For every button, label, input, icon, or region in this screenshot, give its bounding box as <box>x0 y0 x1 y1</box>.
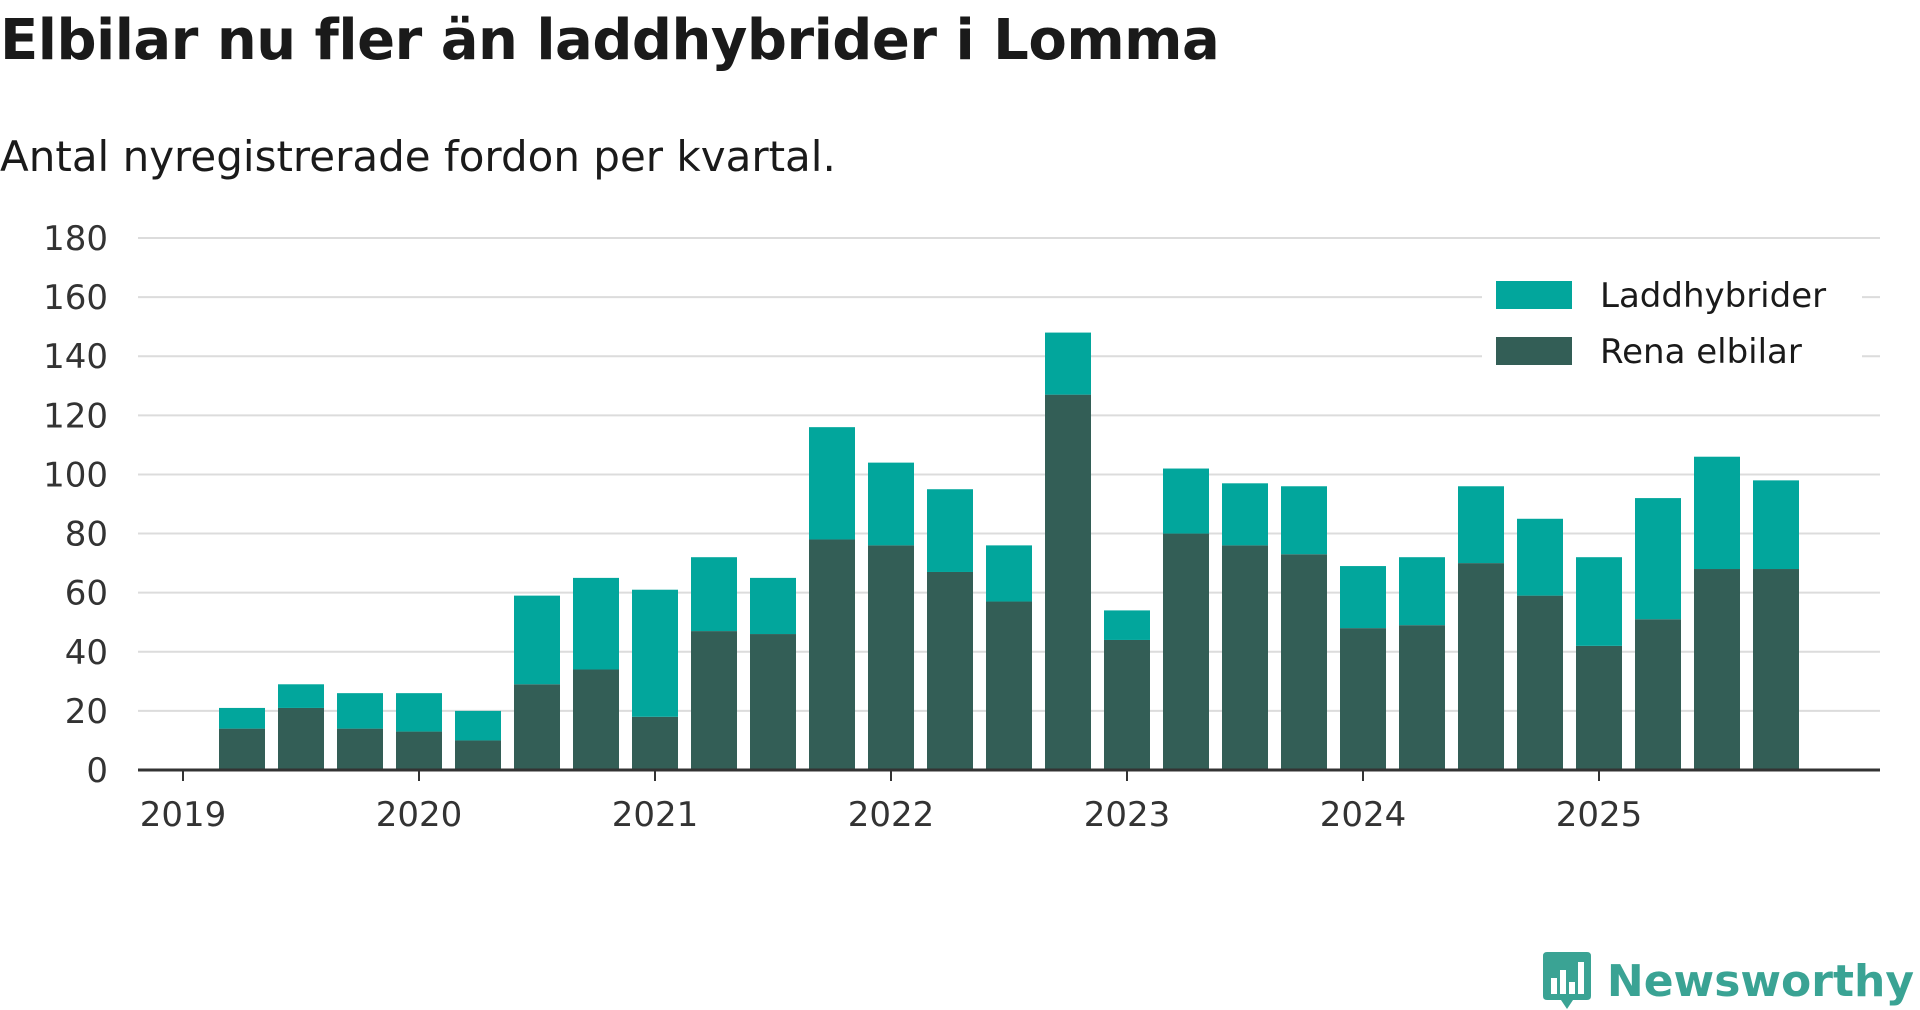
bar-rena-elbilar <box>573 669 619 770</box>
bar-laddhybrider <box>337 693 383 729</box>
y-tick-label: 60 <box>65 574 108 614</box>
x-tick-label: 2023 <box>1084 795 1171 835</box>
bar-rena-elbilar <box>514 684 560 770</box>
bar-rena-elbilar <box>278 707 324 770</box>
x-tick-label: 2024 <box>1320 795 1407 835</box>
bar-laddhybrider <box>927 489 973 572</box>
bar-rena-elbilar <box>1163 533 1209 770</box>
bar-laddhybrider <box>1281 486 1327 555</box>
bar-laddhybrider <box>1753 480 1799 570</box>
x-tick-label: 2019 <box>140 795 227 835</box>
chart-title: Elbilar nu fler än laddhybrider i Lomma <box>0 8 1220 73</box>
bar-rena-elbilar <box>1576 645 1622 770</box>
bar-rena-elbilar <box>1753 569 1799 770</box>
bar-rena-elbilar <box>632 716 678 770</box>
bar-rena-elbilar <box>691 631 737 770</box>
y-tick-label: 20 <box>65 692 108 732</box>
bar-rena-elbilar <box>986 601 1032 770</box>
bar-laddhybrider <box>1694 456 1740 570</box>
y-tick-label: 160 <box>43 278 108 318</box>
bar-rena-elbilar <box>1045 394 1091 770</box>
bar-laddhybrider <box>1576 557 1622 646</box>
bar-laddhybrider <box>1222 483 1268 546</box>
bar-laddhybrider <box>455 710 501 741</box>
bar-laddhybrider <box>396 693 442 732</box>
chart-subtitle: Antal nyregistrerade fordon per kvartal. <box>0 132 836 181</box>
bar-rena-elbilar <box>1694 569 1740 770</box>
bar-laddhybrider <box>1399 557 1445 626</box>
bar-rena-elbilar <box>1104 639 1150 770</box>
y-tick-label: 180 <box>43 219 108 259</box>
bar-laddhybrider <box>632 589 678 717</box>
legend-label-rena-elbilar: Rena elbilar <box>1600 332 1802 372</box>
bar-rena-elbilar <box>396 731 442 770</box>
newsworthy-logo-icon <box>1542 952 1591 1009</box>
bar-laddhybrider <box>1458 486 1504 564</box>
x-tick-label: 2021 <box>612 795 699 835</box>
bar-laddhybrider <box>750 577 796 635</box>
bar-rena-elbilar <box>1222 545 1268 770</box>
y-tick-label: 80 <box>65 515 108 555</box>
bar-rena-elbilar <box>868 545 914 770</box>
newsworthy-logo-text: Newsworthy <box>1606 955 1914 1007</box>
bar-laddhybrider <box>1517 518 1563 596</box>
bar-rena-elbilar <box>219 728 265 770</box>
bar-laddhybrider <box>514 595 560 685</box>
bar-laddhybrider <box>1163 468 1209 534</box>
bar-rena-elbilar <box>455 740 501 770</box>
x-tick-label: 2020 <box>376 795 463 835</box>
y-tick-label: 140 <box>43 337 108 377</box>
bar-laddhybrider <box>278 684 324 708</box>
bar-rena-elbilar <box>1340 628 1386 770</box>
bar-laddhybrider <box>573 577 619 670</box>
bar-laddhybrider <box>809 427 855 540</box>
bar-rena-elbilar <box>809 539 855 770</box>
bar-laddhybrider <box>1635 498 1681 620</box>
bar-laddhybrider <box>219 707 265 729</box>
bar-laddhybrider <box>868 462 914 546</box>
legend-swatch-rena-elbilar <box>1496 337 1572 365</box>
y-tick-label: 0 <box>86 751 108 791</box>
bar-laddhybrider <box>1104 610 1150 640</box>
legend-swatch-laddhybrider <box>1496 281 1572 309</box>
y-tick-label: 100 <box>43 455 108 495</box>
bar-rena-elbilar <box>1635 619 1681 770</box>
y-tick-label: 120 <box>43 396 108 436</box>
bar-laddhybrider <box>1045 332 1091 395</box>
bar-rena-elbilar <box>1399 625 1445 770</box>
bar-laddhybrider <box>986 545 1032 602</box>
newsworthy-logo: Newsworthy <box>1542 952 1914 1010</box>
bar-rena-elbilar <box>337 728 383 770</box>
bar-laddhybrider <box>691 557 737 632</box>
x-tick-label: 2022 <box>848 795 935 835</box>
y-tick-label: 40 <box>65 633 108 673</box>
bar-laddhybrider <box>1340 566 1386 629</box>
bar-rena-elbilar <box>927 571 973 770</box>
bar-rena-elbilar <box>1458 563 1504 770</box>
bar-rena-elbilar <box>1281 554 1327 770</box>
legend-label-laddhybrider: Laddhybrider <box>1600 276 1826 316</box>
bar-rena-elbilar <box>750 634 796 770</box>
x-tick-label: 2025 <box>1556 795 1643 835</box>
bar-rena-elbilar <box>1517 595 1563 770</box>
